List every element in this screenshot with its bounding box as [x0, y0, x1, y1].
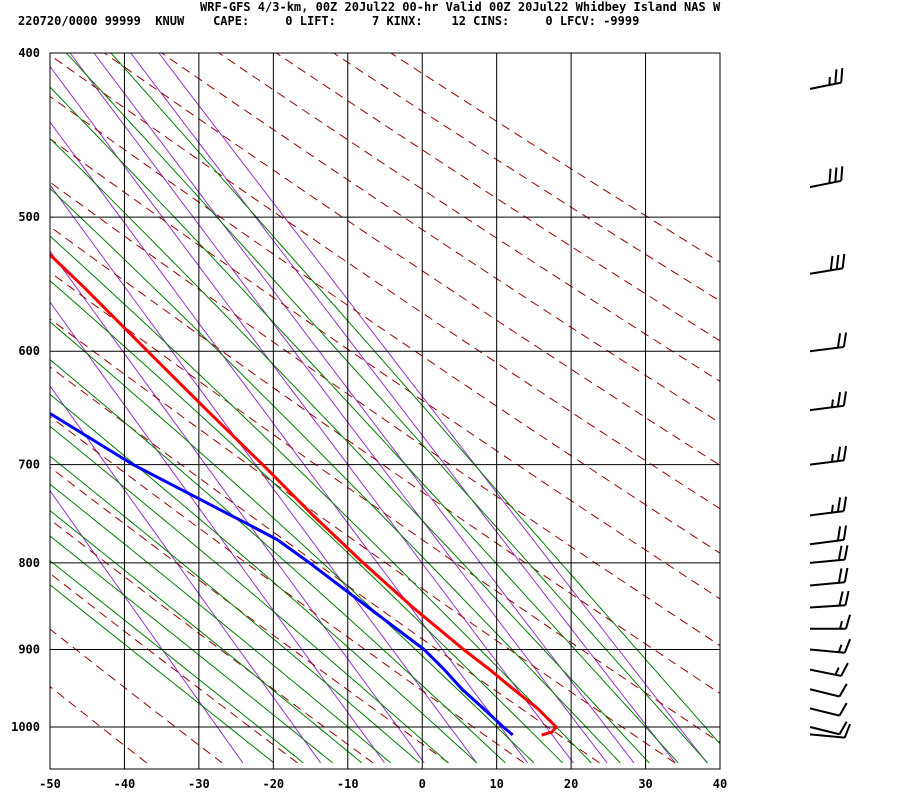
moist-adiabat-line — [50, 321, 535, 764]
wind-barb — [809, 683, 848, 698]
mixing-ratio-line — [50, 121, 528, 764]
mixing-ratio-line — [50, 385, 322, 764]
wind-barb — [809, 702, 848, 717]
dry-adiabat-line — [50, 318, 676, 764]
dry-adiabat-line — [50, 572, 298, 764]
moist-adiabat-line — [50, 235, 592, 764]
wind-barb — [809, 567, 849, 587]
wind-barb-column — [809, 67, 851, 739]
moist-adiabat-line — [50, 455, 420, 764]
wind-barb — [809, 545, 849, 564]
plot-frame — [49, 52, 721, 770]
wind-barb — [809, 496, 848, 517]
x-axis-ticks: -50 -40 -30 -20 -10 0 10 20 30 40 — [39, 777, 727, 791]
x-tick-label: 20 — [564, 777, 578, 791]
wind-barb — [809, 332, 848, 353]
wind-barb — [809, 445, 848, 466]
moist-adiabat-line — [50, 187, 621, 764]
x-tick-label: 10 — [489, 777, 503, 791]
dry-adiabat-line — [50, 366, 600, 764]
x-tick-label: 0 — [419, 777, 426, 791]
moist-adiabat-line — [50, 359, 506, 764]
dry-adiabat-line — [50, 181, 720, 647]
moist-adiabat-line — [50, 425, 449, 764]
mixing-ratio-line — [50, 301, 385, 764]
wind-barb — [809, 721, 848, 736]
moist-adiabat-line — [50, 535, 333, 764]
dry-adiabat-line — [218, 53, 720, 382]
wind-barb — [809, 67, 844, 90]
wind-barb — [809, 525, 848, 546]
pressure-tick-label: 700 — [18, 458, 40, 472]
thermo-background — [50, 53, 720, 764]
wind-barb — [809, 590, 850, 609]
chart-title-line: WRF-GFS 4/3-km, 00Z 20Jul22 00-hr Valid … — [200, 0, 721, 14]
dry-adiabat-line — [160, 53, 720, 424]
moist-adiabat-line — [50, 280, 563, 764]
moist-adiabat-line — [50, 137, 650, 764]
wind-barb — [809, 391, 848, 412]
mixing-ratio-line — [93, 53, 635, 764]
pressure-tick-label: 400 — [18, 46, 40, 60]
sounding-indices-line: 220720/0000 99999 KNUW CAPE: 0 LIFT: 7 K… — [18, 14, 640, 28]
dry-adiabat-line — [103, 53, 720, 466]
moist-adiabat-line — [110, 53, 720, 745]
wind-barb — [809, 166, 844, 189]
pressure-tick-label: 800 — [18, 556, 40, 570]
moist-adiabat-line — [50, 393, 478, 764]
moist-adiabat-line — [65, 53, 708, 764]
wind-barb — [810, 614, 851, 630]
x-tick-label: -40 — [114, 777, 136, 791]
mixing-ratio-line — [50, 65, 574, 764]
wind-barb — [809, 723, 851, 739]
moist-adiabat-line — [50, 483, 391, 764]
pressure-tick-label: 900 — [18, 642, 40, 656]
chart-header: WRF-GFS 4/3-km, 00Z 20Jul22 00-hr Valid … — [0, 0, 900, 40]
x-tick-label: 40 — [713, 777, 727, 791]
wind-barb — [809, 253, 846, 275]
x-tick-label: -50 — [39, 777, 61, 791]
dry-adiabat-line — [50, 225, 720, 695]
mixing-ratio-line — [69, 53, 608, 764]
pressure-tick-label: 1000 — [11, 720, 40, 734]
moist-adiabat-line — [50, 86, 679, 764]
x-tick-label: -20 — [262, 777, 284, 791]
x-tick-label: 30 — [638, 777, 652, 791]
mixing-ratio-line — [158, 53, 708, 764]
moist-adiabat-line — [50, 584, 275, 764]
dry-adiabat-line — [50, 415, 525, 764]
temperature-profile-line — [50, 252, 558, 737]
dry-adiabat-line — [50, 628, 223, 764]
pressure-axis-ticks: 400 500 600 700 800 900 1000 — [11, 46, 40, 734]
mixing-ratio-line — [50, 250, 425, 764]
wind-barb — [809, 638, 851, 654]
pressure-tick-label: 500 — [18, 210, 40, 224]
moist-adiabat-line — [50, 560, 304, 764]
sounding-profiles — [50, 252, 558, 737]
pressure-tick-label: 600 — [18, 344, 40, 358]
dry-adiabat-line — [50, 466, 449, 764]
dry-adiabat-line — [50, 271, 720, 744]
moist-adiabat-line — [50, 510, 363, 764]
mixing-ratio-line — [50, 489, 244, 764]
dry-adiabat-line — [50, 95, 720, 554]
mixing-ratio-line — [50, 184, 478, 764]
wind-barb — [809, 662, 849, 677]
x-tick-label: -10 — [337, 777, 359, 791]
x-tick-label: -30 — [188, 777, 210, 791]
dry-adiabat-line — [50, 54, 720, 510]
dewpoint-profile-line — [50, 411, 514, 737]
